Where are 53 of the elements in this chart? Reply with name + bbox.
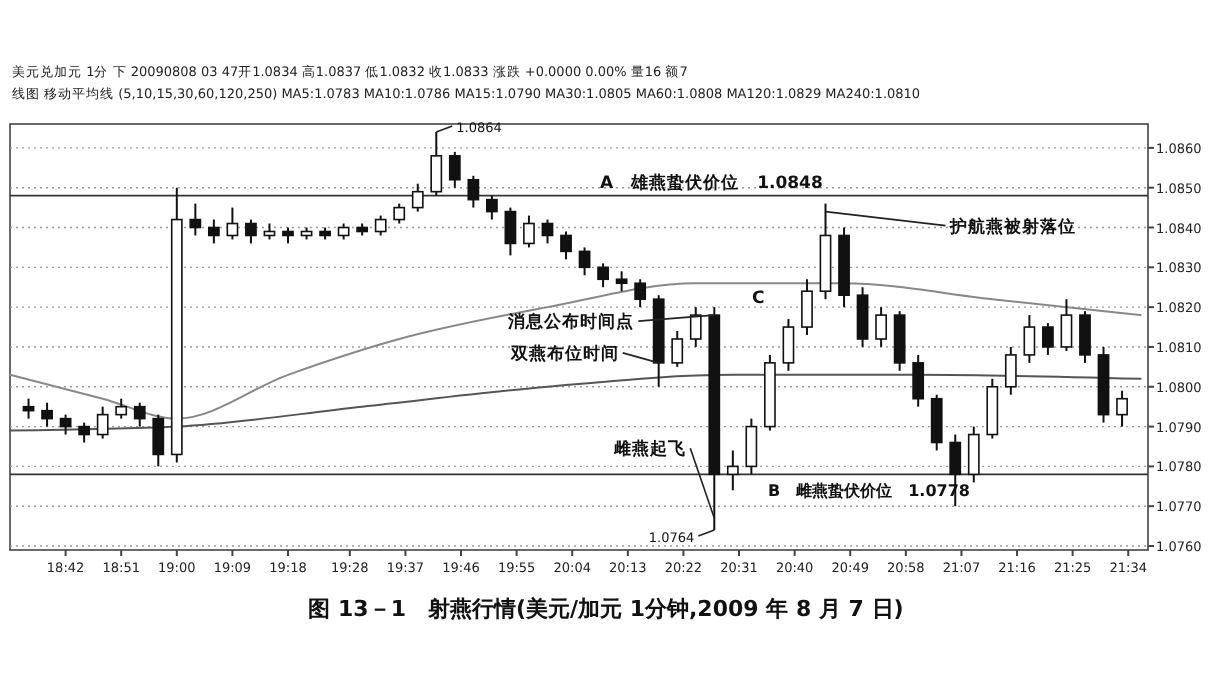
candlestick xyxy=(875,306,887,348)
candlestick xyxy=(1023,314,1036,364)
candlestick xyxy=(115,397,128,420)
candlestick xyxy=(78,421,91,444)
candlestick xyxy=(504,206,517,257)
candlestick xyxy=(578,246,591,277)
candlestick xyxy=(430,130,443,197)
candlestick xyxy=(393,202,406,225)
candlestick xyxy=(801,278,813,337)
candlestick xyxy=(912,353,925,408)
annotation: 双燕布位时间 xyxy=(508,342,619,365)
candlestick xyxy=(986,377,999,440)
candlestick xyxy=(893,310,906,372)
candlestick xyxy=(967,425,980,484)
text: 图 13－1 射燕行情(美元/加元 1分钟,2009 年 8 月 7 日) xyxy=(308,596,904,622)
candlestick xyxy=(745,417,758,476)
candlestick xyxy=(411,182,424,213)
candlestick xyxy=(374,214,387,237)
candlestick xyxy=(133,401,146,428)
candlestick xyxy=(245,218,257,245)
line-series xyxy=(9,282,1142,420)
candlestick xyxy=(689,306,702,348)
candlestick xyxy=(1116,389,1128,428)
candlestick xyxy=(634,278,647,309)
candlestick xyxy=(485,194,498,221)
candlestick xyxy=(152,413,165,468)
annotation: 护航燕被射落位 xyxy=(947,215,1076,238)
candlestick xyxy=(782,318,795,372)
candlestick xyxy=(41,401,53,428)
candlestick xyxy=(615,270,628,293)
candlestick xyxy=(930,393,943,452)
candlestick xyxy=(541,218,554,245)
candlestick xyxy=(1079,310,1091,364)
candlestick xyxy=(523,214,535,249)
candlestick xyxy=(560,230,572,261)
annotation: 消息公布时间点 xyxy=(506,311,635,334)
candlestick xyxy=(1060,298,1073,352)
candlestick xyxy=(1004,345,1017,396)
candlestick xyxy=(856,286,869,348)
candlestick xyxy=(96,405,109,440)
candlestick xyxy=(467,174,480,209)
candlestick xyxy=(59,413,72,436)
ref-line-label: A 雄燕蛰伏价位 1.0848 xyxy=(600,171,823,194)
candlestick xyxy=(226,206,239,241)
annotation: 雌燕起飞 xyxy=(612,438,687,461)
annotation: C xyxy=(751,289,765,310)
candlestick xyxy=(448,150,461,189)
candlestick xyxy=(189,202,202,237)
candlestick xyxy=(1042,322,1054,356)
candlestick xyxy=(597,262,609,289)
candlestick xyxy=(726,449,739,492)
candlestick xyxy=(207,218,220,245)
candlestick xyxy=(671,330,684,368)
